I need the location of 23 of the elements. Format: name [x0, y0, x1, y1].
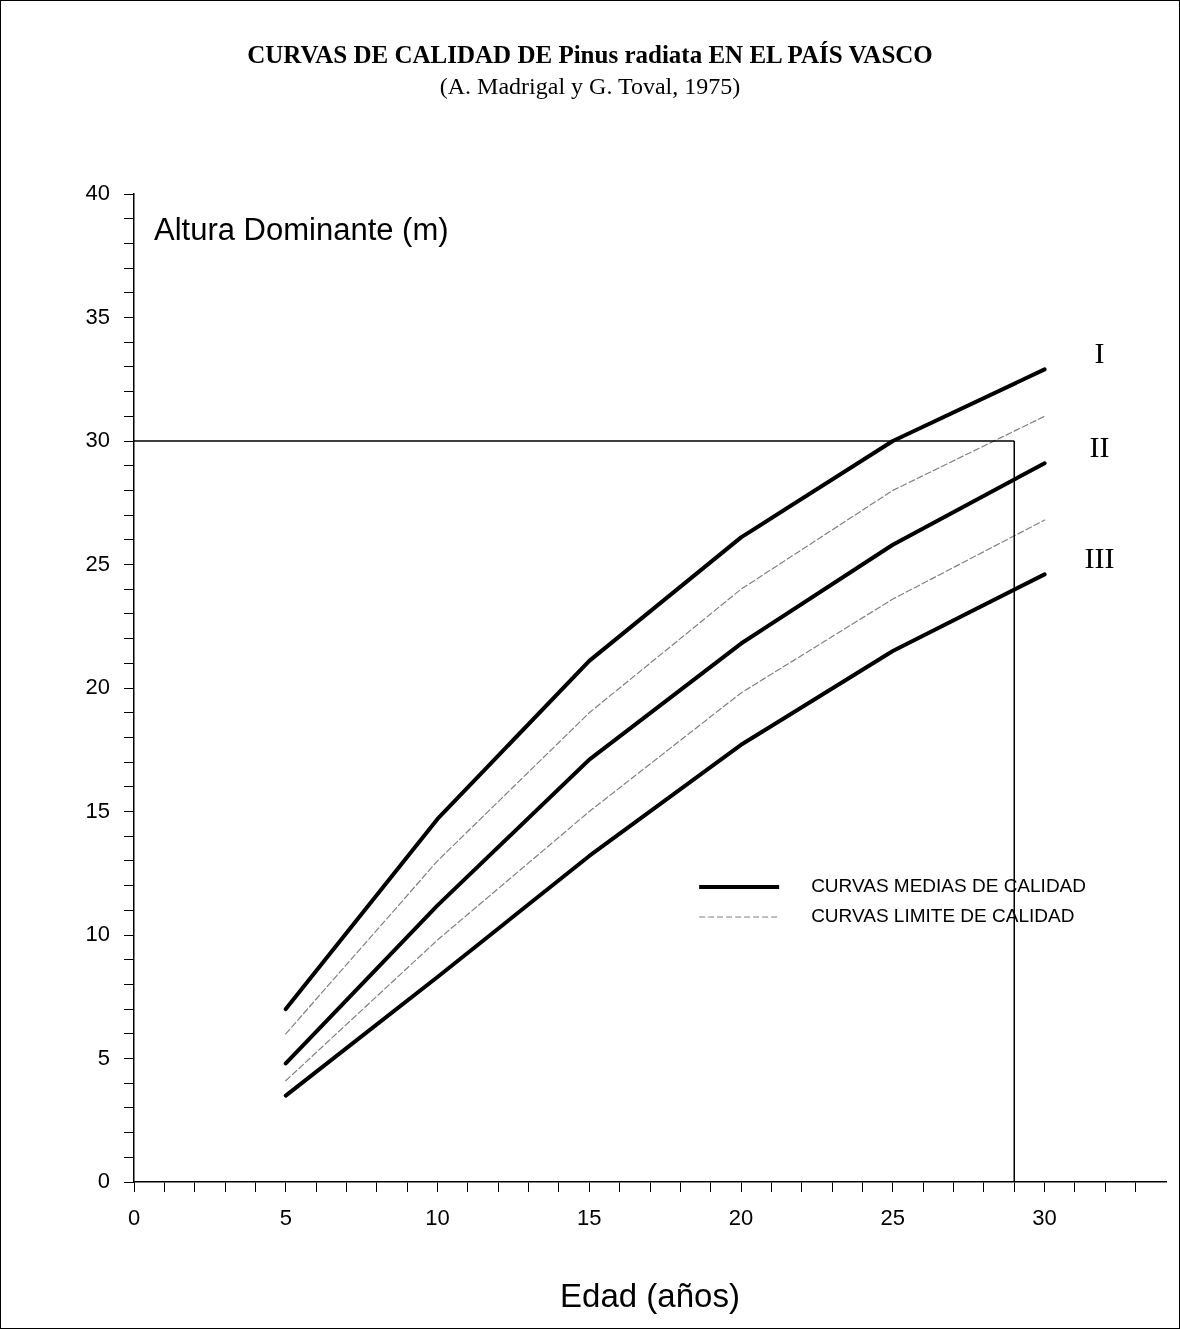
y-tick-label: 10	[85, 921, 110, 947]
x-tick-label: 30	[1032, 1205, 1057, 1231]
annotation: III	[1084, 541, 1115, 575]
x-tick-label: 20	[728, 1205, 754, 1231]
x-axis-title: Edad (años)	[560, 1277, 740, 1315]
x-tick-label: 15	[577, 1205, 602, 1231]
annotation: I	[1094, 336, 1105, 370]
x-tick-label: 5	[279, 1205, 292, 1231]
y-tick-label: 20	[85, 674, 110, 700]
x-tick-label: 25	[880, 1205, 906, 1231]
y-tick-label: 35	[85, 303, 110, 329]
y-tick-label: 15	[85, 797, 110, 823]
x-tick-label: 10	[425, 1205, 450, 1231]
annotation: II	[1089, 430, 1110, 464]
y-tick-label: 0	[97, 1168, 110, 1194]
x-tick-label: 0	[127, 1205, 141, 1231]
y-axis-title: Altura Dominante (m)	[154, 212, 449, 248]
chart-subtitle: (A. Madrigal y G. Toval, 1975)	[438, 73, 742, 100]
y-tick-label: 5	[97, 1044, 110, 1070]
y-tick-label: 30	[85, 427, 110, 453]
y-tick-label: 25	[85, 550, 110, 576]
chart-title: CURVAS DE CALIDAD DE Pinus radiata EN EL PAÍS VASCO	[246, 41, 934, 69]
y-tick-label: 40	[85, 180, 110, 206]
